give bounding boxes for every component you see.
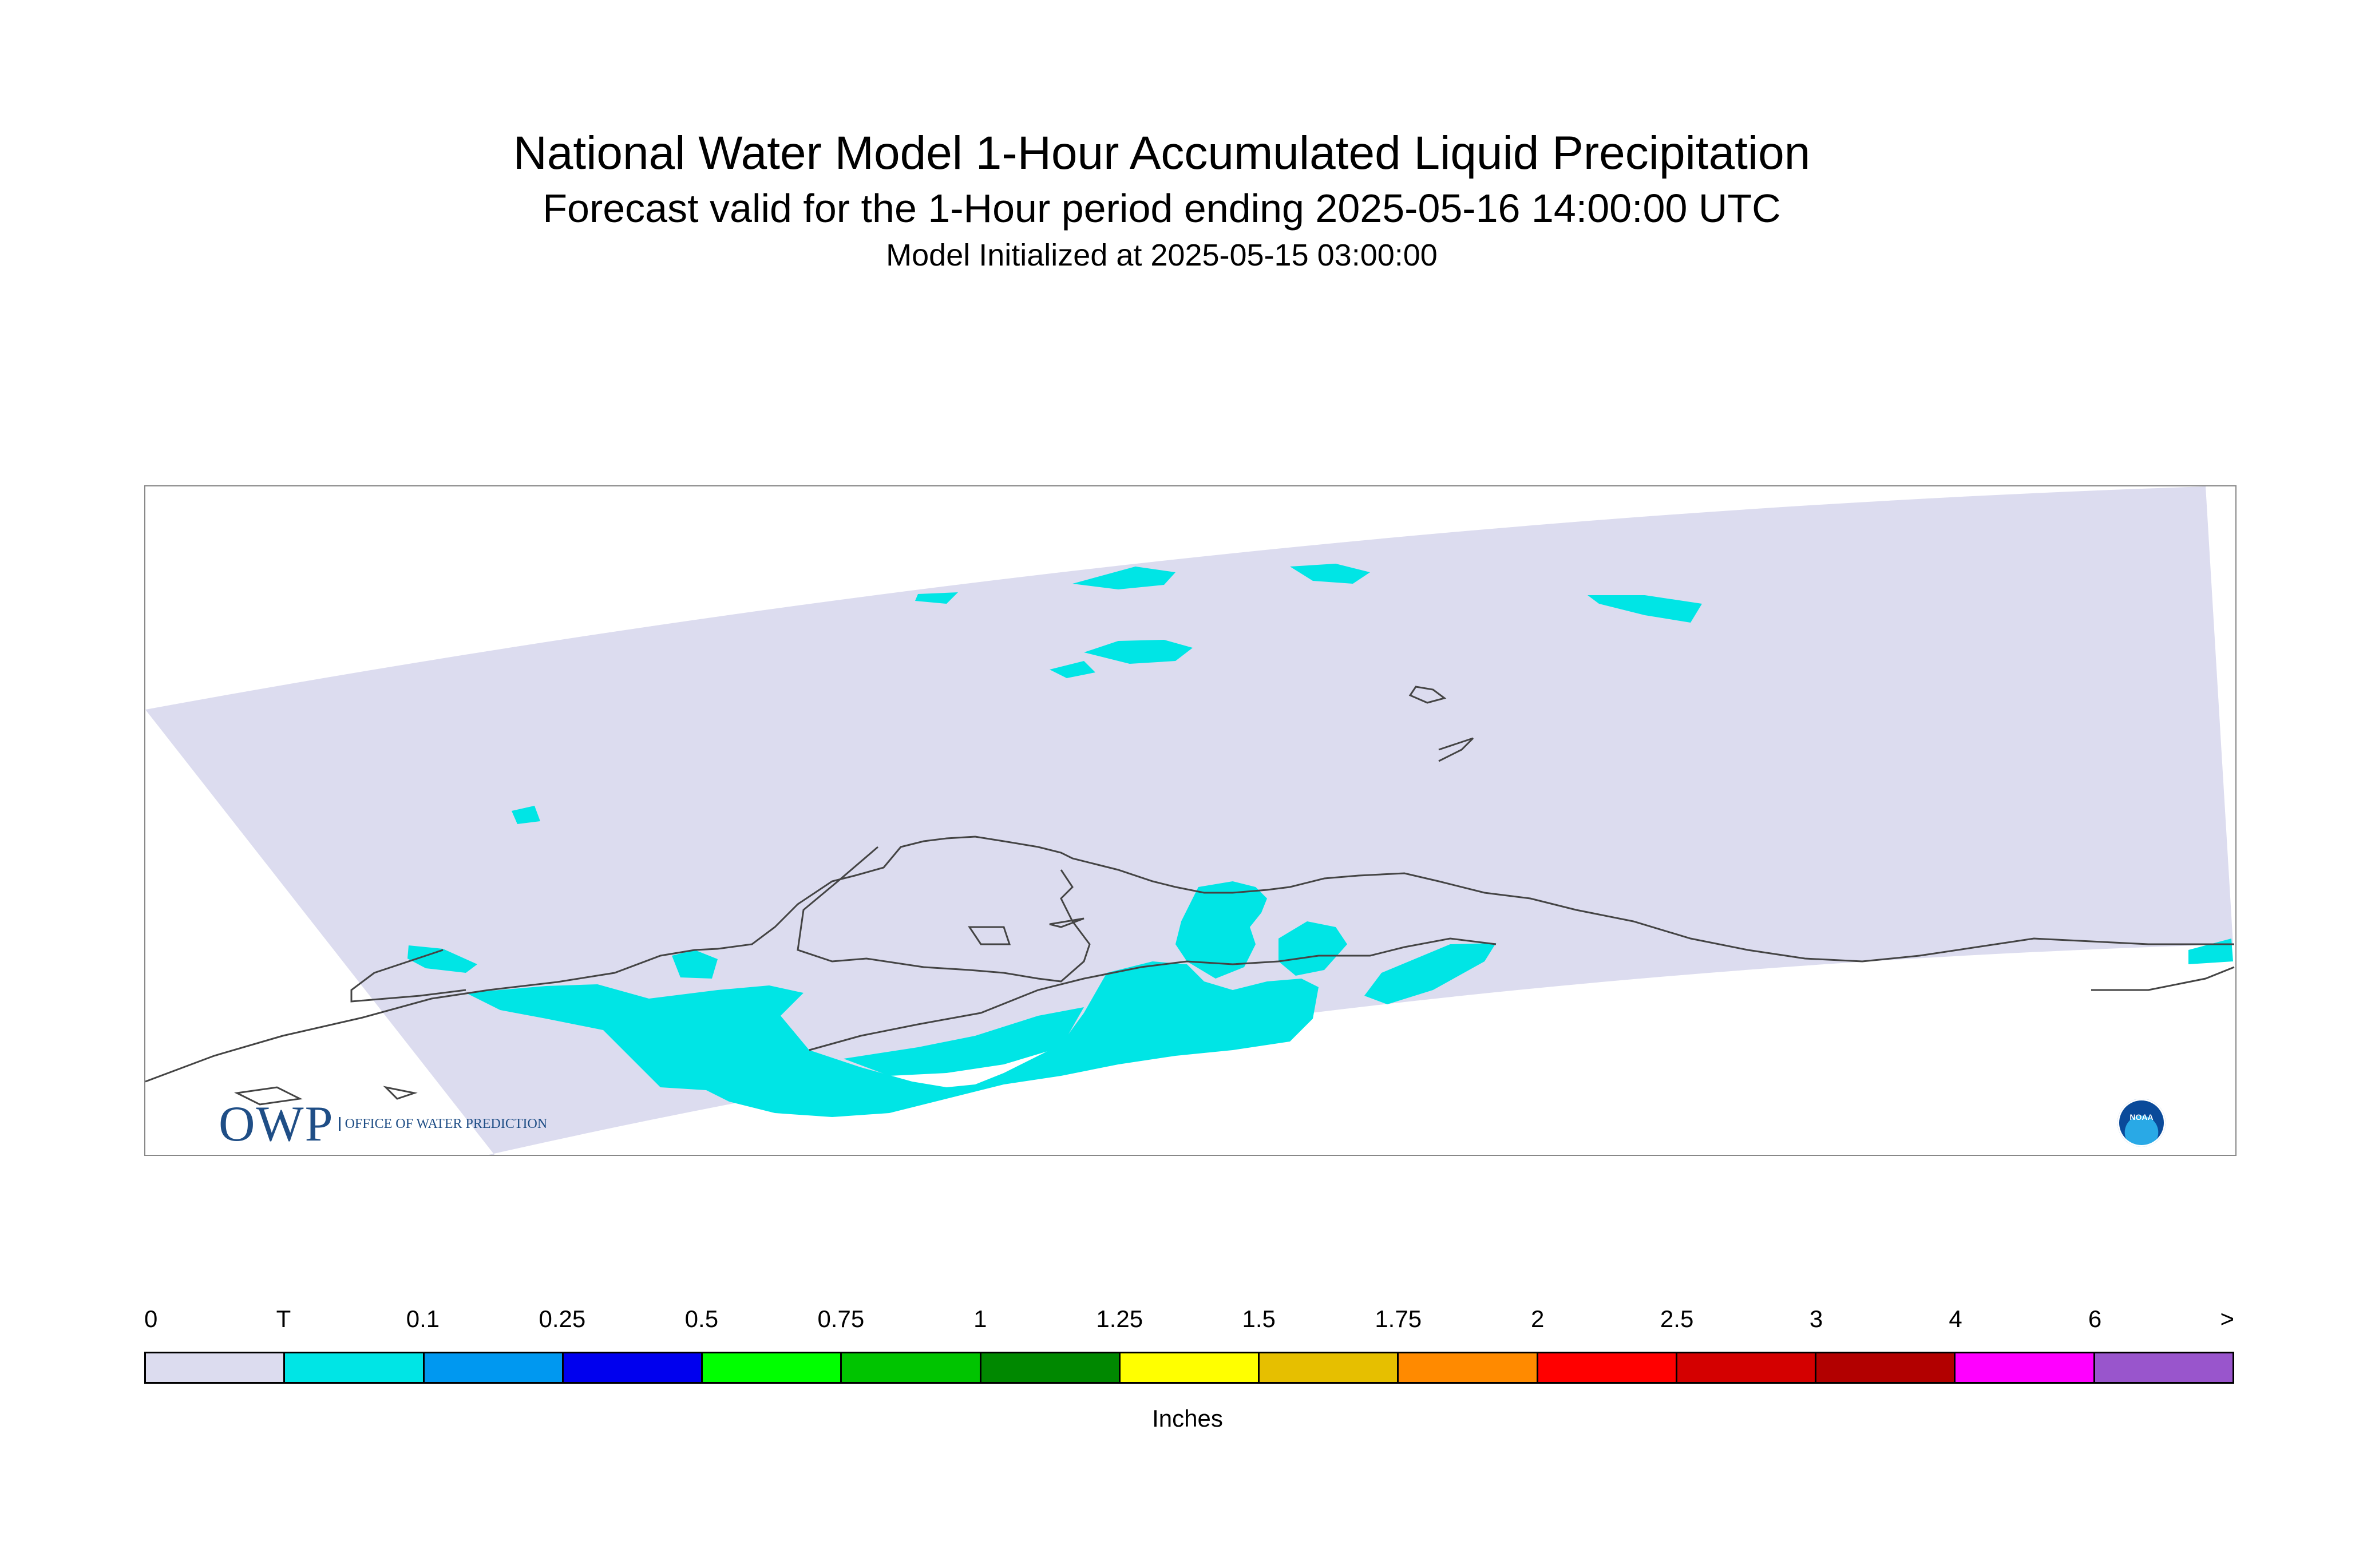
precip-area-south-main <box>466 961 1319 1117</box>
legend-swatch <box>1120 1353 1260 1382</box>
owp-logo: OWP OFFICE OF WATER PREDICTION <box>219 1096 547 1152</box>
precip-area-bay <box>1278 921 1347 976</box>
precip-area-north6 <box>915 592 958 604</box>
island-3 <box>968 926 1011 945</box>
legend-tick-label: 0.25 <box>539 1305 586 1332</box>
coastline-se <box>2091 966 2235 991</box>
precip-area-peninsula <box>1364 943 1496 1004</box>
coastline-main <box>145 836 2234 1083</box>
legend-swatch <box>2095 1353 2232 1382</box>
island-6 <box>234 1086 303 1106</box>
legend-tick-label: 2 <box>1530 1305 1545 1332</box>
island-1 <box>1408 686 1447 704</box>
legend-tick-label: 6 <box>2088 1305 2102 1332</box>
legend-swatch <box>424 1353 564 1382</box>
precip-area-west2 <box>672 950 718 979</box>
legend-swatch <box>1260 1353 1399 1382</box>
precip-area-north5 <box>1588 595 1702 623</box>
legend-swatch <box>146 1353 286 1382</box>
legend-tick-label: > <box>2220 1305 2234 1332</box>
legend-swatch <box>1816 1353 1956 1382</box>
noaa-logo-icon: NOAA <box>2117 1099 2166 1147</box>
legend-swatch <box>703 1353 842 1382</box>
map-subtitle: Forecast valid for the 1-Hour period end… <box>543 186 1781 231</box>
legend-tick-label: 1.25 <box>1096 1305 1143 1332</box>
legend-tick-label: 2.5 <box>1660 1305 1694 1332</box>
legend-swatch <box>842 1353 981 1382</box>
coastline-inner <box>797 846 1091 983</box>
model-init-line: Model Initialized at 2025-05-15 03:00:00 <box>886 238 1438 272</box>
precip-area-west <box>407 945 477 973</box>
precip-area-north1 <box>1084 640 1193 664</box>
legend-swatch <box>1956 1353 2095 1382</box>
legend-swatches <box>144 1352 2234 1384</box>
owp-logo-text: OFFICE OF WATER PREDICTION <box>338 1117 547 1131</box>
legend-tick-label: 1.5 <box>1242 1305 1276 1332</box>
map-panel: OWP OFFICE OF WATER PREDICTION NOAA <box>144 485 2237 1156</box>
precip-map <box>145 486 2235 1155</box>
coastline-south <box>809 937 1497 1051</box>
precip-area-north3 <box>1072 567 1175 589</box>
legend-swatch <box>1538 1353 1677 1382</box>
precipitation-areas <box>407 564 2233 1117</box>
precip-area-small1 <box>512 806 540 824</box>
map-title: National Water Model 1-Hour Accumulated … <box>513 127 1811 179</box>
precip-area-central <box>1175 881 1267 979</box>
coastline-west <box>350 949 466 1003</box>
precip-area-coastal-band <box>844 1007 1084 1076</box>
island-5 <box>383 1086 418 1100</box>
coastlines <box>145 686 2235 1106</box>
model-domain-area <box>145 486 2233 1155</box>
precip-area-north4 <box>1290 564 1370 584</box>
legend-tick-label: 4 <box>1949 1305 1962 1332</box>
legend-tick-label: 0.1 <box>406 1305 440 1332</box>
legend-swatch <box>285 1353 425 1382</box>
legend-swatch <box>1399 1353 1538 1382</box>
island-2 <box>1438 737 1474 762</box>
legend-swatch <box>563 1353 703 1382</box>
legend-tick-label: 1.75 <box>1375 1305 1422 1332</box>
precip-area-north2 <box>1050 661 1095 678</box>
legend-units: Inches <box>1152 1405 1223 1432</box>
legend-tick-label: 1 <box>973 1305 987 1332</box>
legend-tick-label: T <box>276 1305 291 1332</box>
owp-logo-mark: OWP <box>219 1096 334 1152</box>
island-4 <box>1049 917 1084 928</box>
legend-tick-label: 0 <box>144 1305 158 1332</box>
color-legend: 0 T 0.1 0.25 0.5 0.75 1 1.25 1.5 1.75 2 2.5 3 4 6 > <box>144 1305 2234 1385</box>
legend-swatch <box>981 1353 1121 1382</box>
legend-tick-label: 3 <box>1809 1305 1823 1332</box>
noaa-logo-text: NOAA <box>2129 1112 2154 1122</box>
legend-tick-label: 0.5 <box>684 1305 719 1332</box>
legend-swatch <box>1677 1353 1817 1382</box>
legend-tick-label: 0.75 <box>817 1305 865 1332</box>
